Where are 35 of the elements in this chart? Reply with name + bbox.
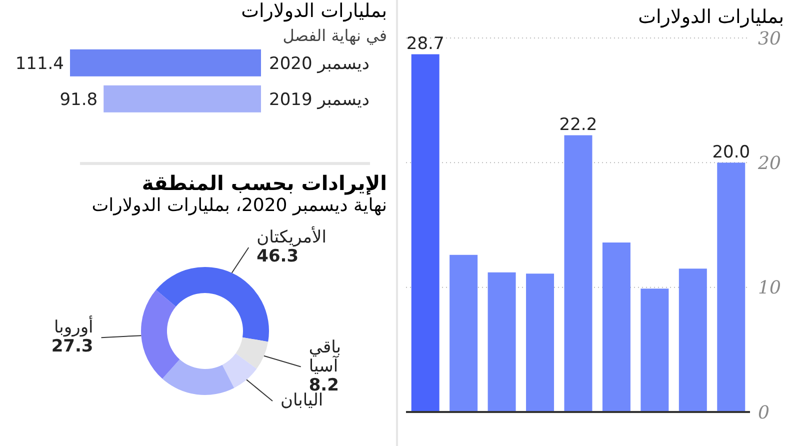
slice-label: أوروبا <box>54 316 94 338</box>
chart-title: الإيرادات بحسب المنطقة <box>140 171 387 195</box>
bar <box>602 242 630 412</box>
data-label: 22.2 <box>559 115 598 136</box>
bar <box>678 268 707 412</box>
slice-label: الأمريكتان <box>256 225 326 248</box>
bar <box>411 54 440 412</box>
y-tick-label: 20 <box>757 153 781 174</box>
data-label: 91.8 <box>60 90 98 110</box>
text: في نهاية الفصل <box>282 26 387 45</box>
y-tick-label: ديسمبر 2019 <box>269 90 370 110</box>
donut-slice <box>236 337 268 369</box>
data-label: 46.3 <box>256 246 299 266</box>
donut-slice <box>222 353 257 388</box>
y-tick-label: 30 <box>758 28 781 50</box>
data-label: 111.4 <box>15 54 64 74</box>
y-tick-label: ديسمبر 2020 <box>269 54 370 74</box>
bar <box>564 135 592 412</box>
donut-slice <box>162 359 234 395</box>
y-tick-label: 10 <box>758 278 781 299</box>
bar <box>526 274 554 412</box>
bar <box>450 254 478 412</box>
data-label: 28.7 <box>406 34 444 54</box>
bar <box>717 162 746 412</box>
bar <box>640 288 669 412</box>
y-tick-label: 0 <box>758 402 770 424</box>
slice-label: باقي آسيا <box>308 337 342 376</box>
data-label: 20.0 <box>712 142 750 163</box>
text: بمليارات الدولارات <box>240 0 387 22</box>
donut-slice <box>156 267 269 342</box>
chart-subtitle: نهاية ديسمبر 2020، بمليارات الدولارات <box>90 195 387 216</box>
bar <box>488 272 516 412</box>
chart-subtitle: بمليارات الدولارات <box>637 6 784 28</box>
donut-slice <box>141 290 180 379</box>
data-label: 27.3 <box>51 336 94 357</box>
